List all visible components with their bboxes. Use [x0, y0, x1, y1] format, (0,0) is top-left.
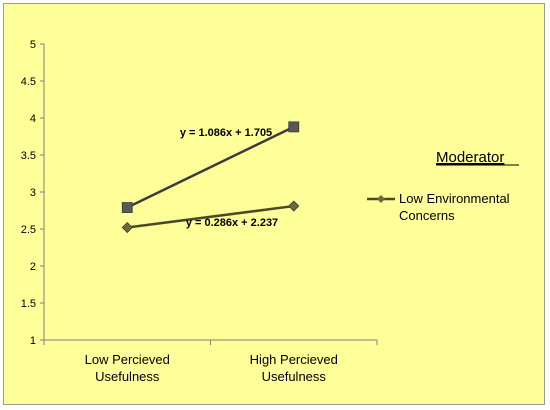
data-point-diamond: [288, 200, 300, 212]
data-point-square: [288, 121, 300, 133]
x-tick-label: High Percieved Usefulness: [250, 352, 338, 384]
legend-title: Moderator: [436, 149, 504, 166]
x-tick-label: Low Percieved Usefulness: [85, 352, 170, 384]
y-tick-label: 4: [30, 113, 36, 125]
series-line: [126, 125, 295, 209]
y-tick-label: 2.5: [21, 224, 36, 236]
labels-layer: y = 1.086x + 1.705 y = 0.286x + 2.237: [180, 127, 278, 229]
legend-entry-label: Low Environmental Concerns: [399, 191, 510, 223]
legend-swatch-marker: [377, 195, 385, 203]
y-tick-label: 2: [30, 261, 36, 273]
data-point-diamond: [121, 221, 133, 234]
series-layer: [121, 121, 300, 234]
y-tick-label: 4.5: [21, 76, 36, 88]
trendline-equation: y = 0.286x + 2.237: [186, 217, 278, 229]
y-tick-label: 5: [30, 39, 36, 51]
line-chart: 1 1.5 2 2.5 3 3.5 4 4.5 5 Low Percieved Usefulness…: [21, 39, 519, 384]
data-point-square: [121, 202, 133, 213]
series-line: [127, 204, 294, 229]
legend: Moderator Low Environmental Concerns: [367, 149, 519, 223]
y-tick-label: 1.5: [21, 298, 36, 310]
chart-area: 1 1.5 2 2.5 3 3.5 4 4.5 5 Low Percieved Usefulness…: [3, 3, 545, 405]
axes: 1 1.5 2 2.5 3 3.5 4 4.5 5 Low Percieved Usefulness…: [21, 39, 378, 384]
y-tick-label: 1: [30, 335, 36, 347]
y-tick-label: 3.5: [21, 150, 36, 162]
trendline-equation: y = 1.086x + 1.705: [180, 127, 272, 139]
y-tick-label: 3: [30, 187, 36, 199]
